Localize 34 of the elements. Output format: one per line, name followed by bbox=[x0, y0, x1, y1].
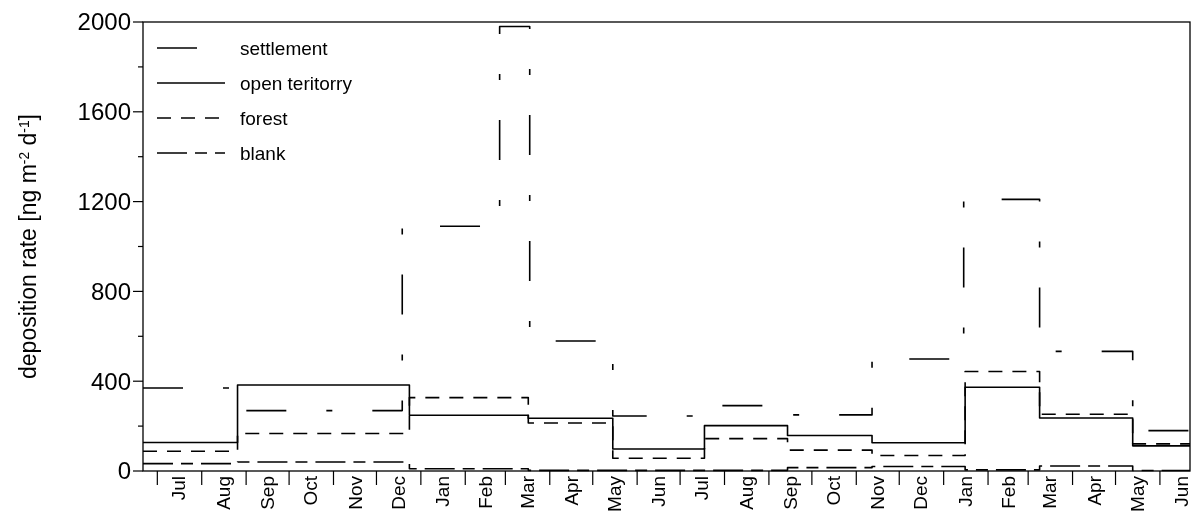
x-tick-label: Jun bbox=[648, 476, 670, 507]
x-tick-label: Jul bbox=[168, 476, 190, 501]
x-tick-label: Nov bbox=[867, 475, 889, 510]
x-tick-label: Dec bbox=[387, 476, 409, 510]
y-tick-label: 800 bbox=[90, 277, 131, 305]
x-tick-label: Jan bbox=[954, 476, 976, 507]
x-tick-label: Apr bbox=[560, 475, 582, 506]
x-tick-label: May bbox=[603, 475, 625, 512]
x-tick-label: Jun bbox=[1171, 476, 1193, 507]
x-tick-label: Sep bbox=[780, 476, 802, 510]
y-tick-label: 400 bbox=[90, 367, 131, 395]
x-tick-label: Mar bbox=[1039, 475, 1061, 509]
legend-label: settlement bbox=[240, 37, 329, 59]
x-tick-label: Dec bbox=[910, 476, 932, 510]
y-tick-label: 1600 bbox=[77, 98, 131, 126]
legend-label: forest bbox=[240, 107, 289, 129]
x-tick-label: Aug bbox=[212, 476, 234, 510]
x-tick-label: Apr bbox=[1083, 475, 1105, 506]
x-tick-label: Feb bbox=[997, 476, 1019, 509]
legend-label: open teritorry bbox=[240, 72, 353, 94]
x-tick-label: Feb bbox=[474, 476, 496, 509]
y-tick-label: 1200 bbox=[77, 188, 131, 215]
x-tick-label: Jul bbox=[691, 476, 713, 501]
x-tick-label: Sep bbox=[257, 476, 279, 510]
x-tick-label: Mar bbox=[516, 475, 538, 509]
y-tick-label: 0 bbox=[117, 457, 131, 485]
x-tick-label: Oct bbox=[300, 475, 322, 506]
legend-label: blank bbox=[240, 142, 286, 164]
x-tick-label: Nov bbox=[344, 475, 366, 510]
x-tick-label: May bbox=[1126, 475, 1148, 512]
x-tick-label: Oct bbox=[823, 475, 845, 506]
x-tick-label: Aug bbox=[735, 476, 757, 510]
y-tick-label: 2000 bbox=[77, 8, 131, 36]
x-tick-label: Jan bbox=[432, 476, 453, 507]
